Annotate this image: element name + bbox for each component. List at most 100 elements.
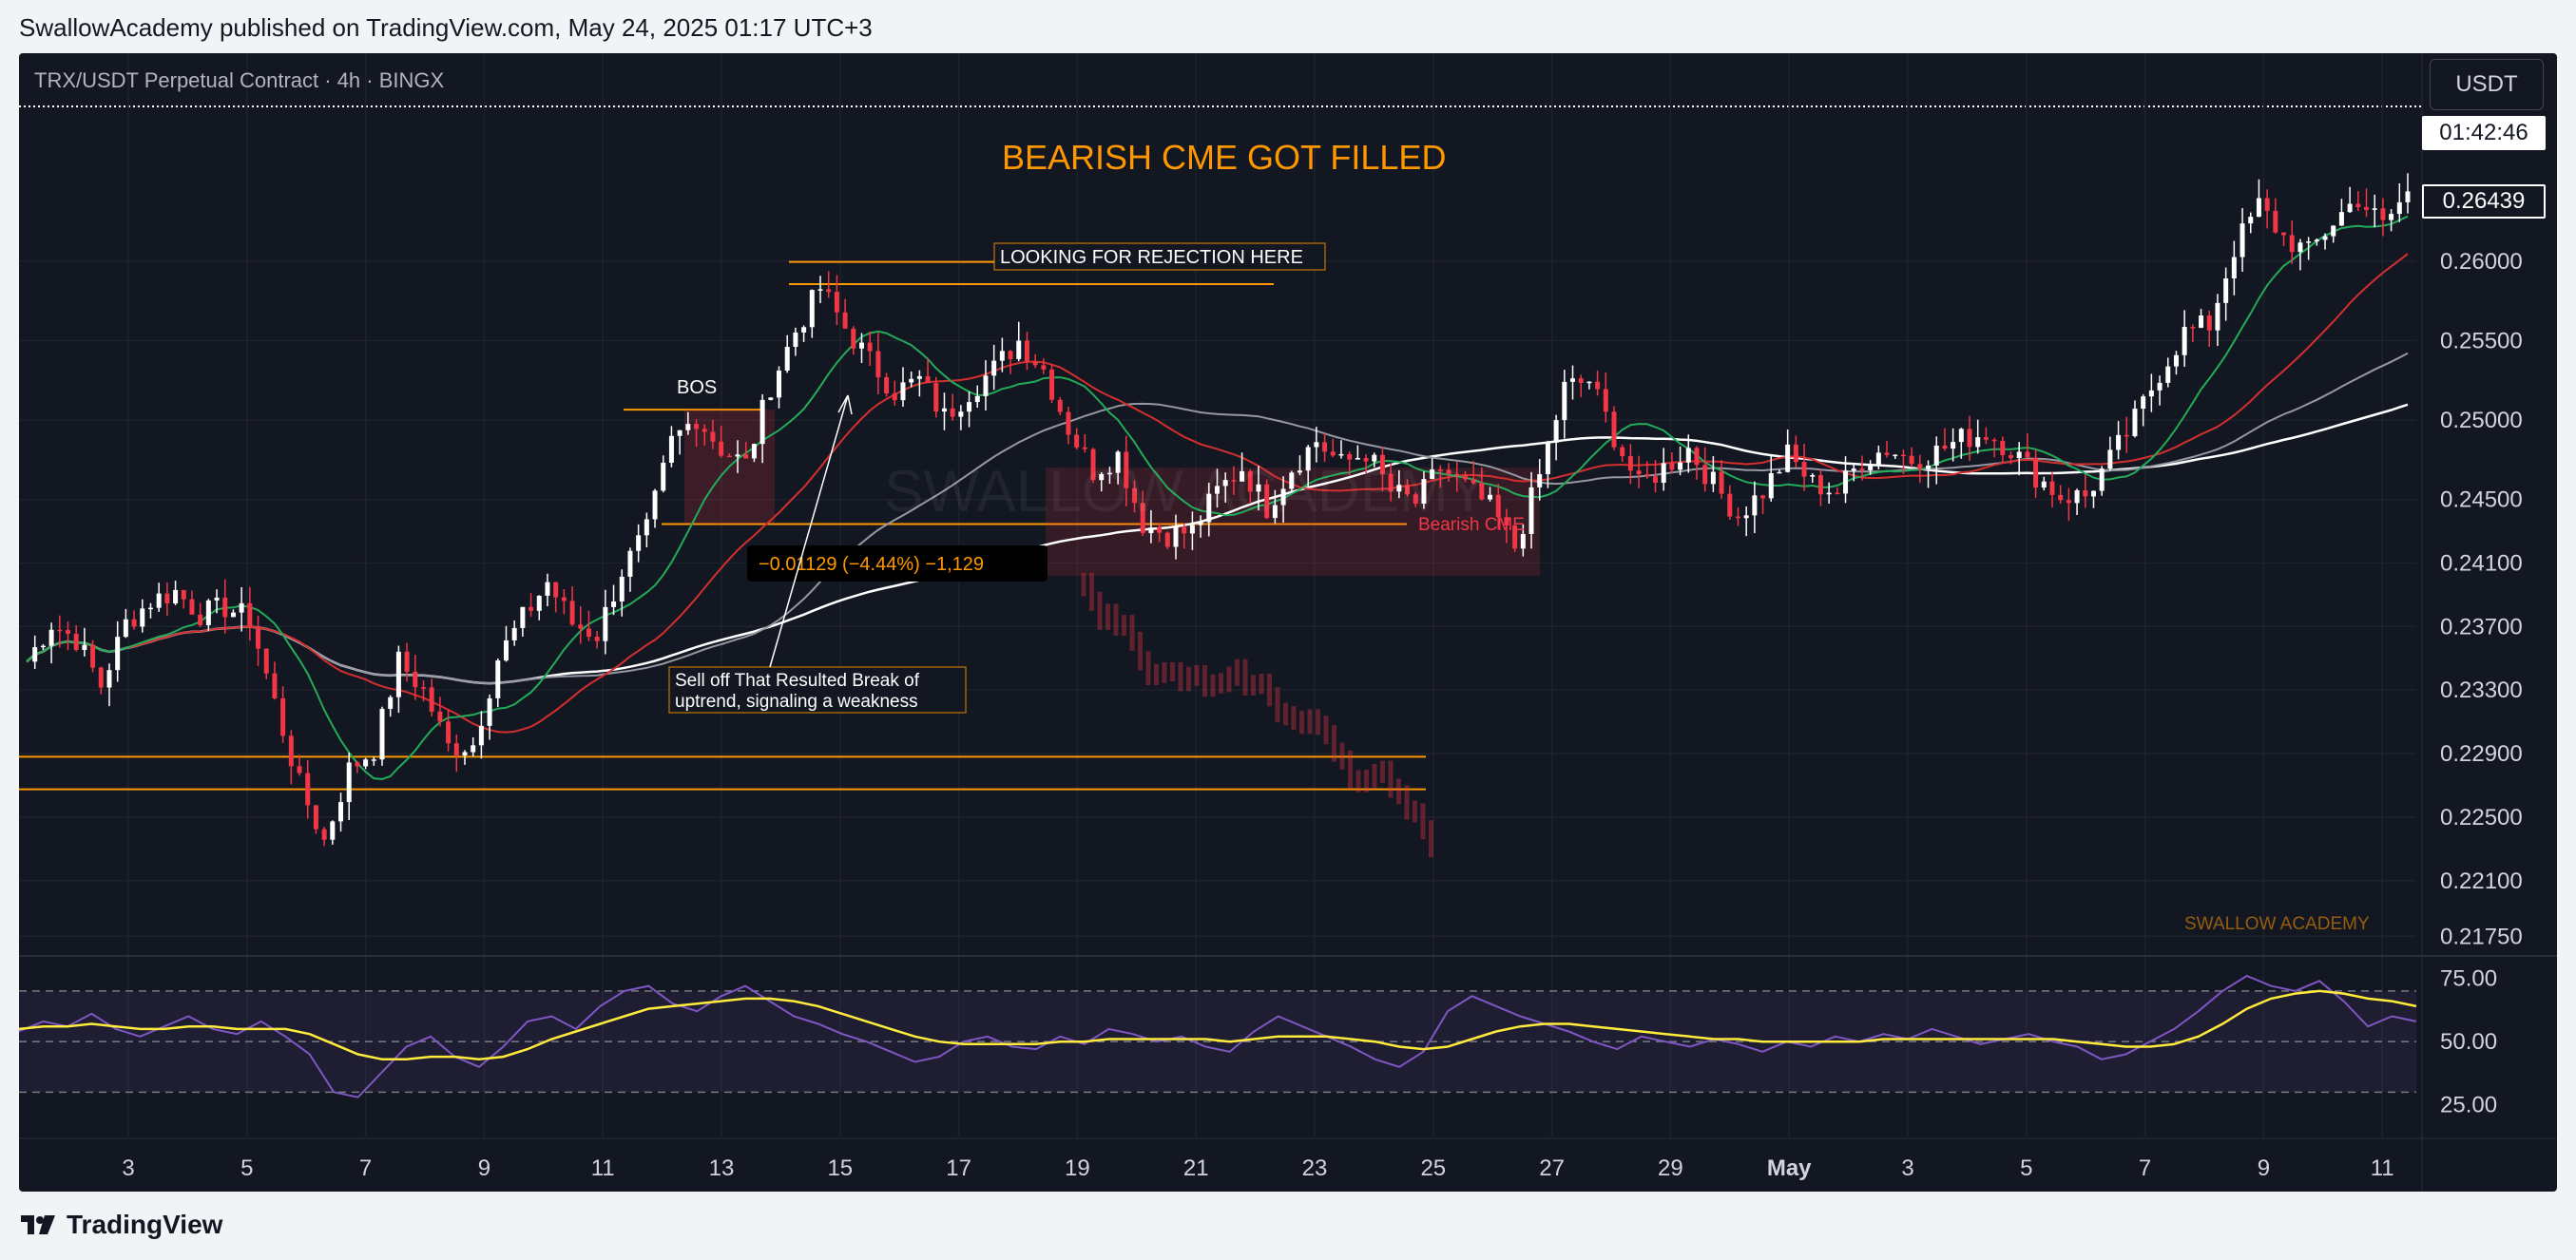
- candle-body: [421, 687, 426, 689]
- candle-body: [1379, 454, 1385, 474]
- candle-body: [2240, 223, 2245, 258]
- candle-body: [1900, 454, 1906, 457]
- candle-body: [1396, 485, 1402, 492]
- candle-body: [2090, 490, 2096, 497]
- candle-body: [2083, 490, 2088, 497]
- candle-body: [1471, 479, 1476, 484]
- candle-body: [1330, 451, 1336, 456]
- candle-body: [1702, 465, 1708, 485]
- x-tick-label: 17: [946, 1155, 971, 1181]
- candle-body: [379, 708, 385, 760]
- candle-body: [371, 759, 376, 761]
- candle-body: [1430, 469, 1435, 480]
- candle-body: [1041, 365, 1047, 370]
- candle-body: [520, 606, 526, 628]
- candle-body: [1909, 455, 1914, 465]
- candle-body: [1694, 448, 1700, 466]
- candle-body: [933, 383, 939, 412]
- candle-body: [1875, 452, 1881, 465]
- candle-body: [991, 360, 997, 376]
- candle-body: [2223, 277, 2229, 303]
- candle-body: [1843, 470, 1849, 494]
- candle-body: [793, 332, 798, 348]
- candle-body: [230, 612, 236, 618]
- ghost-bar: [1242, 659, 1248, 696]
- candle-body: [140, 608, 145, 627]
- chart-canvas[interactable]: BEARISH CME GOT FILLED SWALLOW ACADEMY L…: [19, 53, 2557, 1192]
- rsi-ma-line: [19, 989, 2417, 1061]
- candle-body: [1231, 480, 1237, 482]
- y-tick-label: 0.23700: [2440, 614, 2523, 640]
- ghost-bar: [1316, 709, 1320, 735]
- x-tick-label: 5: [2020, 1155, 2032, 1181]
- candle-body: [2033, 457, 2039, 488]
- candle-body: [1437, 469, 1443, 471]
- candle-body: [288, 735, 294, 767]
- candle-body: [1495, 494, 1501, 518]
- candle-body: [263, 648, 269, 674]
- ghost-bar: [1413, 800, 1417, 823]
- candle-body: [1413, 494, 1418, 505]
- x-tick-label: 3: [122, 1155, 134, 1181]
- candle-body: [2306, 241, 2312, 243]
- candle-body: [867, 342, 873, 352]
- candle-body: [594, 637, 600, 641]
- candle-body: [222, 597, 228, 618]
- candle-body: [851, 328, 856, 349]
- candle-body: [1570, 378, 1576, 382]
- x-tick-label: 13: [709, 1155, 735, 1181]
- candle-body: [1826, 492, 1832, 495]
- candle-body: [2074, 490, 2080, 504]
- candle-body: [1140, 503, 1145, 534]
- candle-body: [429, 687, 434, 712]
- candle-body: [561, 597, 567, 601]
- candle-body: [511, 627, 517, 640]
- candle-body: [239, 602, 244, 613]
- candle-body: [1247, 470, 1253, 492]
- candle-body: [1049, 369, 1055, 400]
- candle-body: [2066, 500, 2071, 504]
- candles: [32, 173, 2411, 847]
- candle-body: [1951, 442, 1956, 449]
- candle-body: [1553, 420, 1559, 443]
- candle-body: [636, 535, 642, 551]
- ghost-bar: [1235, 659, 1240, 686]
- candle-body: [363, 759, 369, 767]
- candle-body: [2273, 210, 2278, 233]
- candle-body: [743, 454, 749, 459]
- rsi-y-tick-label: 25.00: [2440, 1093, 2497, 1118]
- y-tick-label: 0.25500: [2440, 328, 2523, 353]
- candle-body: [627, 550, 633, 577]
- candle-body: [173, 589, 179, 604]
- ghost-bar: [1299, 710, 1304, 735]
- chart-frame[interactable]: BEARISH CME GOT FILLED SWALLOW ACADEMY L…: [19, 53, 2557, 1192]
- candle-body: [2231, 257, 2237, 278]
- candle-body: [1189, 525, 1195, 534]
- y-tick-label: 0.22100: [2440, 869, 2523, 894]
- ghost-bar: [1186, 666, 1191, 692]
- candle-body: [1810, 475, 1816, 477]
- candle-body: [536, 595, 542, 611]
- selloff-line-1: Sell off That Resulted Break of: [675, 671, 920, 691]
- ghost-bar: [1154, 663, 1159, 686]
- ghost-bar: [1259, 673, 1264, 695]
- y-tick-label: 0.21750: [2440, 924, 2523, 949]
- candle-body: [1164, 532, 1170, 547]
- ghost-bar: [1348, 750, 1353, 790]
- candle-body: [313, 805, 318, 830]
- candle-body: [941, 408, 947, 412]
- candle-body: [2124, 434, 2129, 437]
- candle-body: [106, 670, 112, 688]
- candle-body: [1835, 492, 1840, 495]
- candle-body: [297, 766, 302, 773]
- candle-body: [677, 430, 682, 436]
- ghost-bar: [1364, 770, 1369, 792]
- currency-button[interactable]: USDT: [2430, 59, 2544, 110]
- tradingview-logo[interactable]: TradingView: [19, 1210, 222, 1240]
- candle-body: [205, 600, 211, 625]
- ghost-bar: [1226, 666, 1232, 693]
- candle-body: [619, 576, 625, 601]
- candle-body: [916, 375, 922, 379]
- countdown-label: 01:42:46: [2422, 116, 2546, 150]
- candle-body: [1504, 517, 1509, 525]
